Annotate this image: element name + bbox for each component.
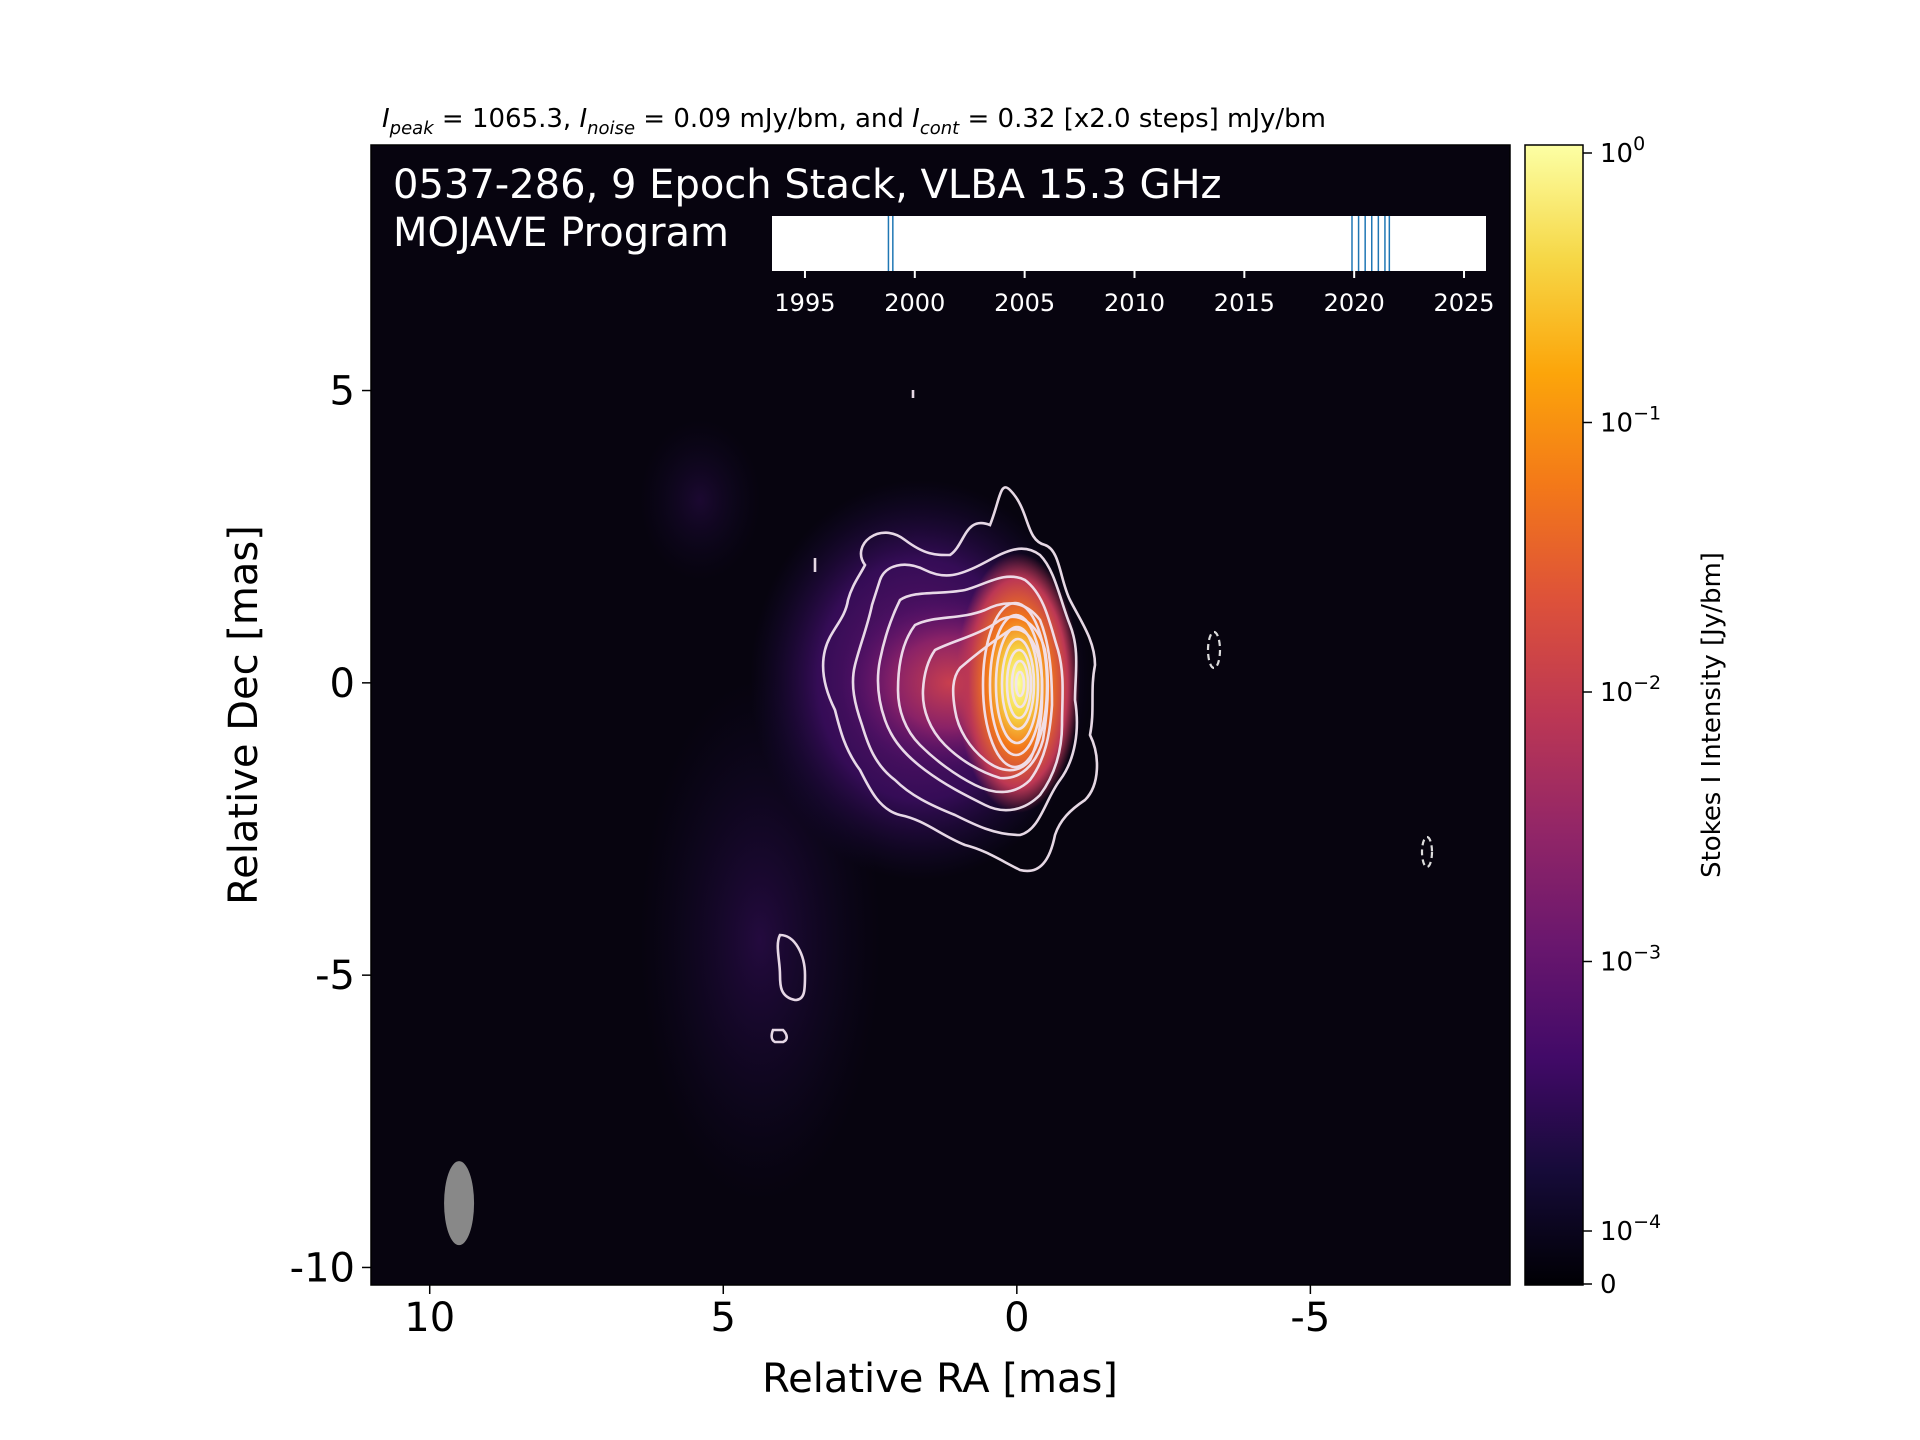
axes-frame: [370, 144, 1511, 1286]
colorbar-frame: [1524, 144, 1584, 1286]
timeline-tick-label-0: 1995: [774, 289, 835, 317]
y-tick-label-0: 5: [330, 369, 355, 415]
cb-tick-label-2: 10−2: [1600, 672, 1661, 708]
x-axis-label: Relative RA [mas]: [762, 1356, 1118, 1402]
y-tick-label-3: -10: [290, 1245, 355, 1291]
contour-south-dot: [770, 1028, 789, 1044]
neg-contour-2: [1420, 835, 1434, 869]
contour-south-blob: [776, 933, 807, 1002]
y-tick-label-2: -5: [315, 953, 355, 999]
timeline-box: [772, 216, 1486, 271]
cb-tick-label-1: 10−1: [1600, 403, 1661, 439]
intensity-map: [371, 145, 1510, 1285]
cb-tick-label-0: 100: [1600, 133, 1645, 169]
contour-9: [994, 625, 1040, 745]
timeline-tick-label-1: 2000: [884, 289, 945, 317]
timeline-tick-label-3: 2010: [1104, 289, 1165, 317]
contour-13: [1014, 670, 1026, 698]
timeline-tick-label-6: 2025: [1433, 289, 1494, 317]
contour-3: [876, 575, 1064, 812]
timeline-tick-label-4: 2015: [1214, 289, 1275, 317]
contour-4: [896, 602, 1054, 794]
contour-outer: [821, 486, 1099, 873]
faint-emission-2: [640, 420, 760, 580]
colorbar-label: Stokes I Intensity [Jy/bm]: [1697, 552, 1727, 878]
timeline-tick-label-2: 2005: [994, 289, 1055, 317]
cb-tick-label-zero: 0: [1600, 1270, 1617, 1300]
x-tick-label-1: 5: [711, 1295, 736, 1341]
contour-5: [921, 615, 1050, 780]
contour-11: [1005, 648, 1033, 720]
contours: [770, 390, 1099, 1044]
colorbar: 100 10−1 10−2 10−3 10−4 0 Stokes I Intensity …: [1524, 133, 1727, 1300]
neg-contour-1: [1206, 630, 1222, 670]
header-text: Ipeak = 1065.3, Inoise = 0.09 mJy/bm, an…: [382, 104, 1326, 139]
contour-10: [1000, 637, 1036, 731]
y-tick-label-1: 0: [330, 661, 355, 707]
negative-contours: [1206, 630, 1434, 869]
contour-8: [988, 613, 1044, 757]
contour-2: [851, 547, 1079, 837]
contour-12: [1010, 659, 1030, 709]
cb-tick-label-4: 10−4: [1600, 1211, 1661, 1247]
cb-tick-label-3: 10−3: [1600, 942, 1661, 978]
timeline-tick-label-5: 2020: [1324, 289, 1385, 317]
map-title-line1: 0537-286, 9 Epoch Stack, VLBA 15.3 GHz: [393, 162, 1222, 208]
x-tick-label-3: -5: [1290, 1295, 1330, 1341]
epoch-timeline: 1995 2000 2005 2010 2015 2020 2025: [772, 216, 1495, 317]
colorbar-gradient: [1525, 145, 1583, 1285]
x-tick-label-2: 0: [1004, 1295, 1029, 1341]
x-tick-label-0: 10: [404, 1295, 455, 1341]
y-axis-label: Relative Dec [mas]: [221, 525, 267, 905]
contour-7: [981, 601, 1049, 769]
beam-ellipse: [444, 1161, 475, 1246]
map-title-line2: MOJAVE Program: [393, 210, 729, 256]
